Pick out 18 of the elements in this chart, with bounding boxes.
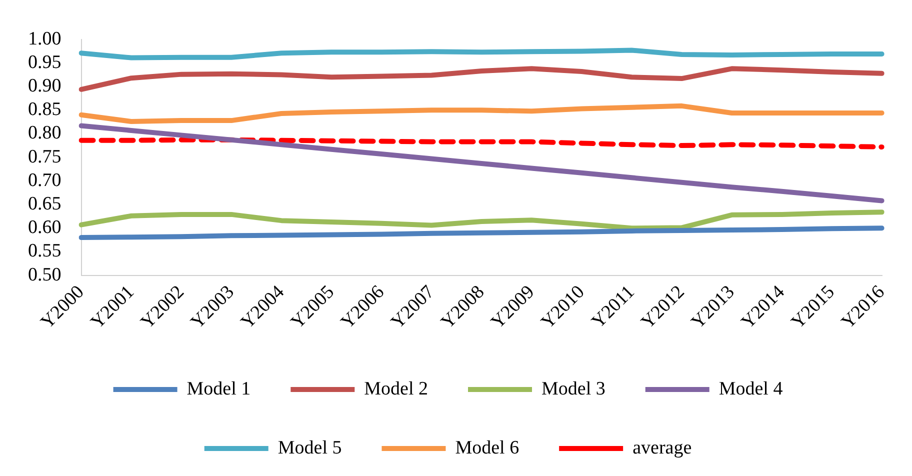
y-tick-label: 0.85 [28,99,62,120]
y-tick-label: 0.90 [28,76,62,97]
legend-label: Model 6 [455,437,520,458]
y-tick-label: 0.75 [28,146,62,168]
legend-label: Model 3 [542,378,606,400]
y-tick-label: 0.80 [28,122,62,144]
y-tick-label: 0.70 [28,170,62,191]
y-tick-label: 0.55 [28,240,62,262]
y-tick-label: 0.60 [28,217,62,238]
legend-label: Model 2 [364,378,428,400]
y-tick-label: 0.50 [28,264,62,286]
legend-label: average [632,437,692,458]
legend-label: Model 4 [718,378,784,400]
legend-label: Model 1 [186,378,251,400]
y-tick-label: 1.00 [28,28,62,50]
y-tick-label: 0.65 [28,194,62,215]
y-tick-label: 0.95 [28,52,62,73]
legend-label: Model 5 [278,437,342,458]
